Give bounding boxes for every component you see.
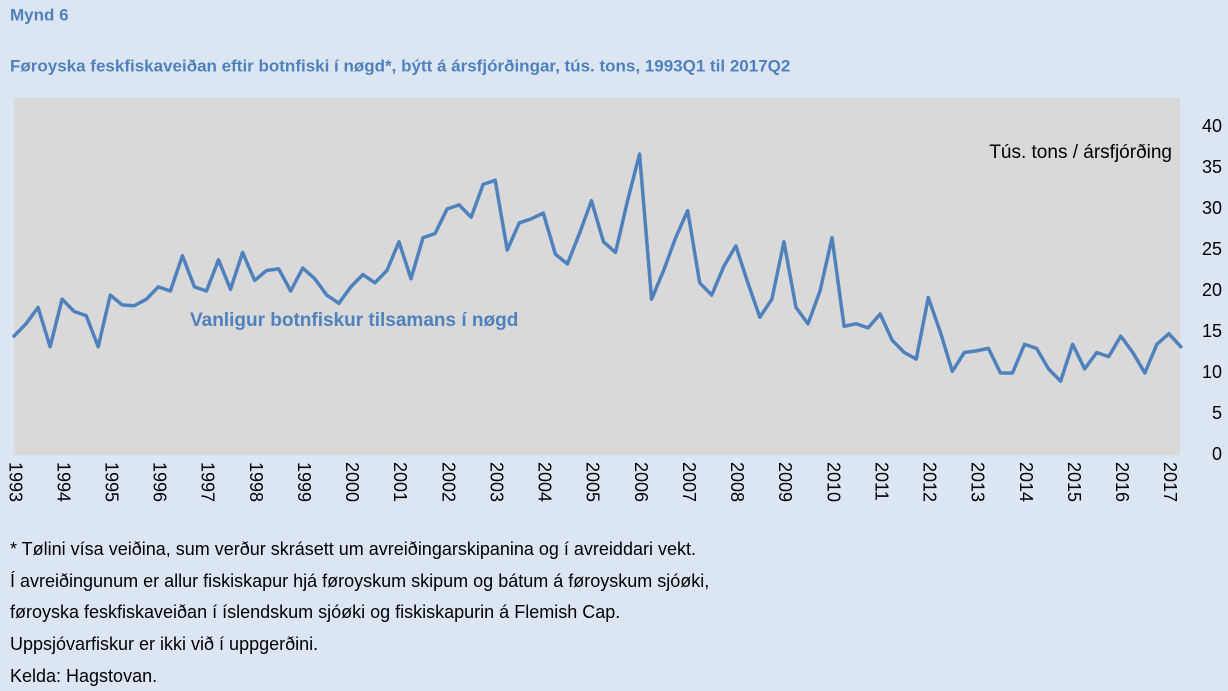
x-tick-label: 2017: [1160, 462, 1180, 502]
y-tick-label: 15: [1202, 321, 1222, 341]
x-tick-label: 2007: [679, 462, 699, 502]
x-tick-label: 2009: [775, 462, 795, 502]
y-tick-label: 40: [1202, 116, 1222, 136]
x-tick-label: 2008: [727, 462, 747, 502]
plot-area: [14, 98, 1180, 455]
chart-title: Føroyska feskfiskaveiðan eftir botnfiski…: [10, 56, 790, 75]
x-tick-label: 2010: [823, 462, 843, 502]
x-tick-label: 1996: [150, 462, 170, 502]
x-tick-label: 2006: [631, 462, 651, 502]
note: * Tølini vísa veiðina, sum verður skráse…: [10, 539, 696, 559]
x-tick-label: 1994: [53, 462, 73, 502]
x-tick-label: 2003: [486, 462, 506, 502]
x-tick-label: 1995: [101, 462, 121, 502]
x-tick-label: 1997: [198, 462, 218, 502]
y-tick-label: 20: [1202, 280, 1222, 300]
x-tick-label: 2001: [390, 462, 410, 502]
y-tick-label: 25: [1202, 239, 1222, 259]
x-tick-label: 2015: [1064, 462, 1084, 502]
y-tick-label: 30: [1202, 198, 1222, 218]
data-line: [12, 152, 1183, 383]
note: føroyska feskfiskaveiðan í íslendskum sj…: [10, 602, 620, 622]
y-tick-label: 0: [1212, 444, 1222, 464]
y-tick-label: 5: [1212, 403, 1222, 423]
y-axis-title: Tús. tons / ársfjórðing: [989, 142, 1172, 163]
x-tick-label: 2004: [535, 462, 555, 502]
x-tick-label: 2002: [438, 462, 458, 502]
figure-label: Mynd 6: [10, 5, 69, 24]
x-tick-label: 1999: [294, 462, 314, 502]
note: Uppsjóvarfiskur er ikki við í uppgerðini…: [10, 634, 318, 654]
note: Kelda: Hagstovan.: [10, 666, 157, 686]
x-tick-label: 1993: [5, 462, 25, 502]
x-tick-label: 2014: [1016, 462, 1036, 502]
x-tick-label: 2011: [871, 462, 891, 501]
x-tick-label: 2005: [583, 462, 603, 502]
x-tick-label: 2016: [1112, 462, 1132, 502]
annotation: Vanligur botnfiskur tilsamans í nøgd: [190, 310, 518, 331]
y-tick-label: 35: [1202, 157, 1222, 177]
x-tick-label: 2000: [342, 462, 362, 502]
y-tick-label: 10: [1202, 362, 1222, 382]
x-tick-label: 2012: [920, 462, 940, 502]
note: Í avreiðingunum er allur fiskiskapur hjá…: [10, 571, 709, 591]
x-tick-label: 1998: [246, 462, 266, 502]
x-tick-label: 2013: [968, 462, 988, 502]
